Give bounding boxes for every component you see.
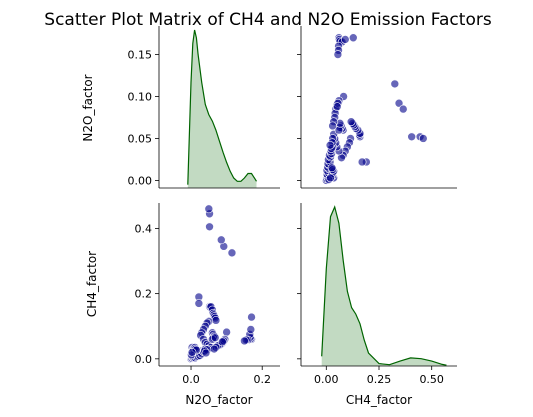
scatter-point-bl-7: [246, 325, 256, 334]
scatter-point-bl-14: [204, 204, 214, 214]
scatter-point-bl-25: [211, 316, 221, 325]
x-axis-label-n2o: N2O_factor: [185, 393, 252, 407]
yticks-ch4-label-1: 0.2: [135, 288, 153, 301]
scatter-point-tr-79: [326, 173, 335, 183]
y-ticks-top-right: [297, 54, 301, 181]
xticks-n2o-label-1: 0.2: [253, 373, 271, 386]
yticks-ch4-label-0: 0.0: [135, 353, 153, 366]
xticks-n2o-label-0: 0.0: [182, 373, 200, 386]
yticks-n2o-label-2: 0.10: [128, 91, 153, 104]
scatter-point-tr-11: [398, 104, 408, 114]
yticks-ch4-label-2: 0.4: [135, 222, 153, 235]
scatter-point-tr-12: [407, 132, 416, 142]
scatter-point-tr-9: [390, 79, 400, 89]
yticks-n2o-label-3: 0.15: [128, 49, 153, 62]
scatter-point-bl-83: [201, 348, 211, 358]
scatter-point-tr-53: [328, 121, 337, 131]
scatter-point-bl-6: [240, 336, 249, 346]
scatter-point-tr-77: [327, 163, 337, 173]
scatter-point-bl-16: [194, 299, 204, 308]
scatter-point-bl-11: [216, 235, 226, 245]
scatter-point-bl-9: [227, 248, 237, 258]
scatter-point-bl-79: [187, 348, 197, 357]
x-ticks-n2o: 0.0 0.2: [182, 366, 271, 386]
scatter-point-bl-48: [222, 327, 231, 337]
scatter-point-tr-6: [333, 50, 343, 59]
x-axis-label-ch4: CH4_factor: [346, 393, 412, 407]
kde-ch4-line: [321, 205, 447, 366]
y-ticks-n2o: 0.00 0.05 0.10 0.15: [128, 49, 159, 187]
scatter-point-tr-16: [357, 157, 367, 167]
scatter-point-bl-8: [247, 312, 256, 322]
scatter-point-bl-51: [218, 337, 227, 347]
xticks-ch4-label-2: 0.50: [419, 373, 444, 386]
scatter-ch4-vs-n2o: [321, 33, 428, 185]
scatter-point-bl-53: [209, 344, 219, 354]
x-ticks-ch4: 0.00 0.25 0.50: [314, 366, 444, 386]
scatter-point-tr-83: [325, 140, 335, 150]
scatter-point-tr-7: [340, 35, 350, 44]
scatter-point-tr-8: [348, 33, 358, 43]
kde-ch4: [321, 207, 447, 366]
chart-title: Scatter Plot Matrix of CH4 and N2O Emiss…: [44, 10, 492, 30]
scatter-point-tr-14: [418, 134, 428, 143]
panel-bottom-left: 0.0 0.2 0.4 0.0 0.2 CH4_factor N2O_factor: [85, 203, 280, 407]
kde-n2o: [187, 30, 257, 188]
xticks-ch4-label-1: 0.25: [367, 373, 392, 386]
panel-top-left: 0.00 0.05 0.10 0.15 N2O_factor: [81, 26, 280, 189]
scatter-point-tr-51: [332, 102, 342, 111]
y-ticks-bottom-right: [297, 228, 301, 360]
panel-top-right: [297, 26, 457, 189]
scatter-n2o-vs-ch4: [186, 204, 256, 364]
xticks-ch4-label-0: 0.00: [314, 373, 339, 386]
scatter-point-tr-25: [346, 117, 356, 126]
y-axis-label-ch4: CH4_factor: [85, 251, 99, 317]
yticks-n2o-label-0: 0.00: [128, 174, 153, 187]
yticks-n2o-label-1: 0.05: [128, 132, 153, 145]
scatter-point-tr-10: [394, 98, 404, 108]
panel-bottom-right: 0.00 0.25 0.50 CH4_factor: [297, 203, 457, 407]
scatter-point-bl-43: [210, 333, 220, 342]
kde-n2o-line: [187, 29, 258, 185]
y-axis-label-n2o: N2O_factor: [81, 74, 95, 141]
y-ticks-ch4: 0.0 0.2 0.4: [135, 222, 159, 366]
scatter-point-bl-12: [205, 222, 214, 232]
